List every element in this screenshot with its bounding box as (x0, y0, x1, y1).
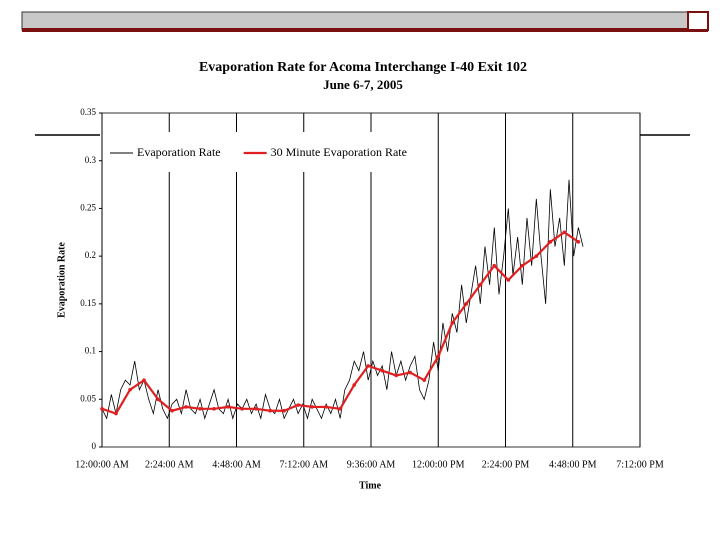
series-point (492, 263, 497, 268)
x-tick-label: 2:24:00 AM (145, 459, 194, 470)
series-point (534, 254, 539, 258)
header-box (687, 11, 709, 31)
series-point (310, 405, 314, 409)
x-tick-label: 7:12:00 AM (279, 459, 328, 470)
y-tick-label: 0.3 (85, 155, 97, 165)
series-point (464, 302, 469, 306)
series-point (212, 407, 216, 411)
y-axis-label: Evaporation Rate (56, 242, 67, 318)
series-point (100, 407, 104, 411)
x-tick-label: 12:00:00 PM (412, 459, 465, 470)
header-bar (21, 11, 709, 31)
series-point (548, 240, 553, 244)
y-tick-label: 0.1 (85, 346, 96, 356)
x-tick-label: 9:36:00 AM (347, 459, 396, 470)
series-point (366, 364, 370, 368)
series-point (408, 370, 413, 375)
series-point (506, 278, 511, 282)
series-point (478, 282, 483, 287)
y-tick-label: 0.35 (80, 107, 96, 117)
series-point (394, 373, 399, 378)
series-point (296, 403, 300, 407)
x-tick-label: 4:48:00 PM (549, 459, 597, 470)
y-tick-label: 0.15 (80, 298, 96, 308)
series-point (128, 387, 132, 392)
x-tick-label: 12:00:00 AM (75, 459, 129, 470)
series-point (170, 408, 174, 413)
series-point (380, 368, 385, 373)
y-tick-label: 0.25 (80, 202, 96, 212)
series-point (450, 321, 455, 325)
series-point (142, 378, 146, 383)
series-point (156, 397, 160, 402)
series-point (114, 411, 118, 416)
legend-box (105, 132, 435, 172)
y-tick-label: 0.05 (80, 393, 96, 403)
series-point (254, 407, 258, 411)
legend-label: 30 Minute Evaporation Rate (271, 145, 407, 159)
chart-subtitle: June 6-7, 2005 (323, 77, 403, 92)
series-point (422, 378, 427, 383)
x-axis-label: Time (359, 480, 382, 491)
series-point (562, 230, 567, 235)
series-point (324, 405, 328, 409)
x-tick-label: 4:48:00 AM (212, 459, 261, 470)
x-tick-label: 7:12:00 PM (616, 459, 664, 470)
series-point (352, 383, 356, 387)
series-point (268, 408, 272, 413)
series-point (576, 240, 581, 244)
y-tick-label: 0 (92, 441, 97, 451)
header-stripe (22, 28, 708, 32)
x-tick-label: 2:24:00 PM (482, 459, 530, 470)
series-point (198, 407, 202, 411)
series-point (184, 405, 188, 409)
chart-title: Evaporation Rate for Acoma Interchange I… (199, 60, 527, 75)
y-tick-label: 0.2 (85, 250, 96, 260)
series-point (338, 407, 342, 411)
series-point (240, 407, 244, 411)
legend-label: Evaporation Rate (137, 145, 221, 159)
series-point (436, 354, 441, 359)
series-point (226, 405, 230, 409)
series-point (282, 408, 286, 413)
series-point (520, 263, 525, 268)
